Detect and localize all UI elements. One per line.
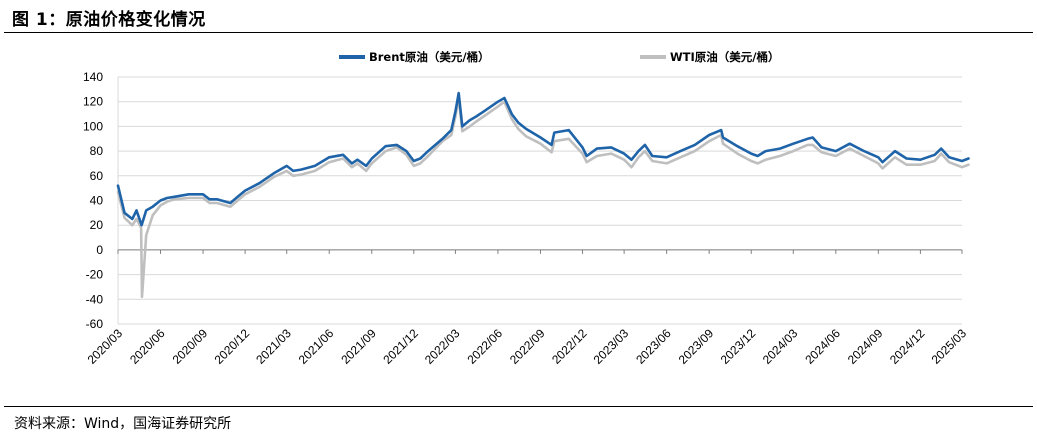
source-note: 资料来源：Wind，国海证券研究所 [14,416,232,432]
y-tick-label: 100 [83,119,103,133]
y-axis-labels: -60 -40 -20 0 20 40 60 80 100 120 140 [83,70,103,331]
y-tick-label: 60 [90,169,104,183]
y-tick-label: 40 [90,194,104,208]
y-tick-label: -60 [86,317,104,331]
legend-label-brent: Brent原油（美元/桶） [369,50,490,64]
x-tick-label: 2024/06 [802,326,843,367]
x-tick-label: 2022/03 [422,326,463,367]
bottom-rule [4,406,1033,407]
x-tick-label: 2020/06 [127,326,168,367]
brent-line [116,91,970,227]
x-tick-label: 2024/12 [887,326,928,367]
x-tick-label: 2025/03 [929,326,970,367]
x-tick-label: 2020/09 [170,326,211,367]
x-tick-label: 2020/03 [85,326,126,367]
series-lines [116,91,970,299]
x-tick-label: 2021/09 [338,326,379,367]
legend-label-wti: WTI原油（美元/桶） [670,50,780,64]
x-tick-label: 2023/12 [718,326,759,367]
legend: Brent原油（美元/桶） WTI原油（美元/桶） [339,50,780,64]
x-tick-label: 2021/12 [380,326,421,367]
x-tick-label: 2022/06 [464,326,505,367]
x-tick-label: 2024/09 [845,326,886,367]
y-tick-label: -40 [86,292,104,306]
wti-line [116,96,970,299]
top-rule [4,32,1033,33]
x-tick-label: 2022/09 [507,326,548,367]
x-tick-label: 2022/12 [549,326,590,367]
x-tick-label: 2020/12 [212,326,253,367]
x-tick-label: 2023/03 [591,326,632,367]
x-tick-label: 2023/06 [633,326,674,367]
figure-title: 图 1：原油价格变化情况 [12,10,206,30]
gridlines [117,76,962,325]
y-tick-label: -20 [86,268,104,282]
x-tick-label: 2023/09 [676,326,717,367]
x-tick-label: 2021/06 [296,326,337,367]
x-tick-label: 2024/03 [760,326,801,367]
y-tick-label: 0 [96,243,103,257]
y-tick-label: 20 [90,218,104,232]
x-tick-label: 2021/03 [253,326,294,367]
y-tick-label: 120 [83,95,103,109]
y-tick-label: 80 [90,144,104,158]
x-axis-labels: 2020/03 2020/06 2020/09 2020/12 2021/03 2021/… [85,249,970,367]
y-tick-label: 140 [83,70,103,84]
